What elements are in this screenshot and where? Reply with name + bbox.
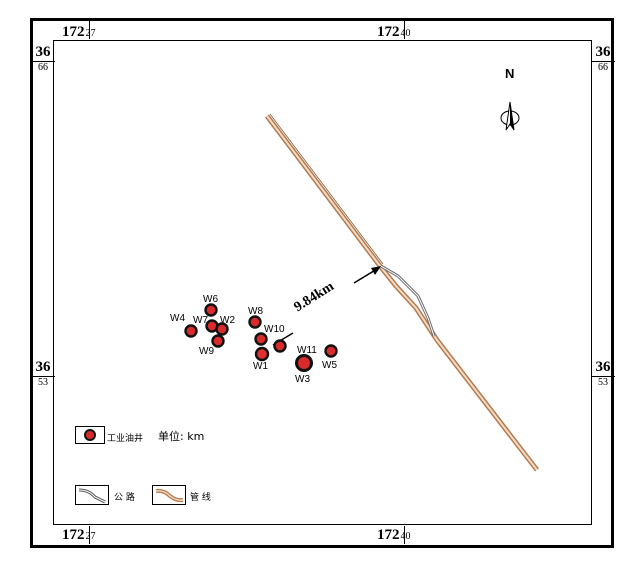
coord-top-right: 17240 [377,24,411,40]
well-w8 [248,315,262,329]
well-label: W2 [220,315,235,326]
well-w10a [254,332,268,346]
coord-right-upper: 36 66 [591,45,615,73]
well-w10 [273,339,287,353]
legend-pipeline-label: 管 线 [190,493,211,503]
well-label: W4 [170,313,185,324]
coord-tick [404,526,405,544]
well-w2 [215,322,229,336]
well-label: W6 [203,294,218,305]
north-label: N [505,66,515,81]
coord-right-lower: 36 53 [591,360,615,388]
well-label: W9 [199,346,214,357]
pipeline-line [265,113,539,472]
coord-tick [404,21,405,39]
well-w1 [254,346,270,362]
legend-well-label: 工业油井 [107,434,144,444]
legend-pipeline-icon [152,485,186,505]
well-markers [184,303,338,372]
well-w6 [204,303,218,317]
coord-tick [89,526,90,544]
well-w3 [295,354,313,372]
map-outer-frame [30,18,614,548]
coord-left-lower: 36 53 [31,360,55,388]
well-label: W8 [248,306,263,317]
distance-arrow [272,266,381,346]
well-label: W5 [322,360,337,371]
coord-top-left: 17227 [62,24,96,40]
well-label: W7 [193,315,208,326]
north-arrow-icon [500,101,520,131]
road-line [380,264,436,337]
map-inner-frame [53,40,592,525]
well-label: W10 [264,324,285,335]
coord-bottom-left: 17227 [62,527,96,543]
legend-road-label: 公 路 [114,493,135,503]
legend-well-icon [75,426,105,444]
legend-road-icon [75,485,109,505]
well-w5 [324,344,338,358]
well-label: W11 [297,345,317,356]
unit-label: 单位: km [158,430,205,443]
coord-tick [89,21,90,39]
well-w9 [211,334,225,348]
coord-left-upper: 36 66 [31,45,55,73]
well-label: W3 [295,374,310,385]
coord-bottom-right: 17240 [377,527,411,543]
well-label: W1 [253,361,268,372]
well-w4 [184,324,198,338]
